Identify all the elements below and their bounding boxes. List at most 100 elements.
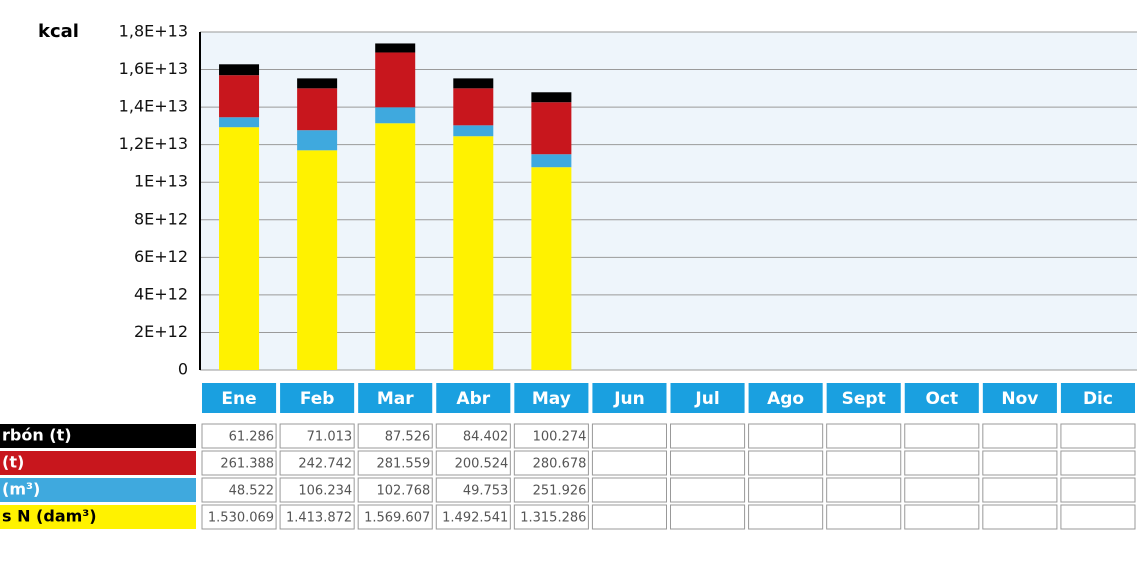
table-cell xyxy=(904,504,980,530)
x-tick-label: Oct xyxy=(925,389,958,409)
bar-segment xyxy=(375,123,416,370)
bar-segment xyxy=(531,167,572,370)
table-cell xyxy=(513,504,589,530)
header-cell xyxy=(982,383,1057,413)
table-cell xyxy=(904,450,980,476)
table-cell xyxy=(201,423,277,449)
table-cell xyxy=(435,450,511,476)
table-cell xyxy=(826,423,902,449)
table-value: 48.522 xyxy=(229,484,275,499)
table-value: 84.402 xyxy=(463,430,509,445)
legend-cell xyxy=(0,478,196,502)
table-value: 242.742 xyxy=(298,457,352,472)
table-value: 1.530.069 xyxy=(208,511,274,526)
bar-segment xyxy=(219,75,260,118)
header-cell xyxy=(1060,383,1135,413)
table-cell xyxy=(435,423,511,449)
table-cell xyxy=(435,477,511,503)
bar-segment xyxy=(297,130,338,151)
y-tick-label: 1,2E+13 xyxy=(119,134,188,153)
table-cell xyxy=(982,423,1058,449)
x-tick-label: Ene xyxy=(221,389,256,409)
y-tick-label: 1,4E+13 xyxy=(119,97,188,116)
table-cell xyxy=(748,477,824,503)
table-value: 281.559 xyxy=(376,457,430,472)
table-cell xyxy=(1060,477,1136,503)
table-value: 61.286 xyxy=(229,430,275,445)
x-tick-label: Sept xyxy=(842,389,886,409)
table-cell xyxy=(201,504,277,530)
header-cell xyxy=(202,383,277,413)
bar-segment xyxy=(297,78,338,89)
header-cell xyxy=(280,383,355,413)
table-cell xyxy=(357,423,433,449)
table-value: 200.524 xyxy=(455,457,509,472)
table-cell xyxy=(435,504,511,530)
x-tick-label: Mar xyxy=(377,389,414,409)
bar-segment xyxy=(219,117,260,128)
table-cell xyxy=(982,504,1058,530)
x-tick-label: Abr xyxy=(456,389,490,409)
y-tick-label: 1,8E+13 xyxy=(119,22,188,41)
table-cell xyxy=(513,450,589,476)
table-value: 261.388 xyxy=(220,457,274,472)
table-cell xyxy=(279,477,355,503)
table-cell xyxy=(670,504,746,530)
bar-segment xyxy=(219,64,260,76)
bar-segment xyxy=(219,127,260,370)
table-cell xyxy=(904,477,980,503)
table-cell xyxy=(670,450,746,476)
y-tick-label: 4E+12 xyxy=(134,284,188,303)
bar-segment xyxy=(453,78,494,89)
header-cell xyxy=(514,383,589,413)
bar-segment xyxy=(453,136,494,370)
table-value: 106.234 xyxy=(298,484,352,499)
table-cell xyxy=(1060,504,1136,530)
table-cell xyxy=(748,450,824,476)
x-tick-label: Dic xyxy=(1083,389,1113,409)
bar-segment xyxy=(297,88,338,131)
table-cell xyxy=(591,504,668,530)
table-cell xyxy=(670,477,746,503)
table-value: 1.413.872 xyxy=(286,511,352,526)
table-value: 1.315.286 xyxy=(520,511,586,526)
y-tick-label: 0 xyxy=(178,360,188,379)
table-cell xyxy=(279,423,355,449)
legend-cell xyxy=(0,451,196,475)
table-cell xyxy=(982,450,1058,476)
y-tick-label: 1,6E+13 xyxy=(119,59,188,78)
table-cell xyxy=(1060,450,1136,476)
header-cell xyxy=(670,383,745,413)
table-cell xyxy=(201,450,277,476)
bar-segment xyxy=(531,92,572,103)
table-value: 71.013 xyxy=(307,430,353,445)
header-cell xyxy=(592,383,667,413)
table-cell xyxy=(826,477,902,503)
table-cell xyxy=(279,504,355,530)
table-cell xyxy=(279,450,355,476)
table-value: 49.753 xyxy=(463,484,509,499)
table-value: 100.274 xyxy=(533,430,587,445)
table-cell xyxy=(1060,423,1136,449)
table-cell xyxy=(748,504,824,530)
bar-segment xyxy=(531,102,572,155)
header-cell xyxy=(748,383,823,413)
table-value: 87.526 xyxy=(385,430,431,445)
table-cell xyxy=(201,477,277,503)
table-cell xyxy=(826,504,902,530)
table-value: 280.678 xyxy=(533,457,587,472)
bar-segment xyxy=(453,125,494,137)
x-tick-label: Jun xyxy=(613,389,645,409)
table-cell xyxy=(513,423,589,449)
table-cell xyxy=(591,450,668,476)
bar-segment xyxy=(531,154,572,168)
legend-label: rbón (t) xyxy=(2,426,72,445)
legend-label: (t) xyxy=(2,453,24,472)
legend-cell xyxy=(0,505,196,529)
table-value: 102.768 xyxy=(376,484,430,499)
bar-segment xyxy=(375,107,416,124)
legend-cell xyxy=(0,424,196,448)
header-cell xyxy=(436,383,511,413)
